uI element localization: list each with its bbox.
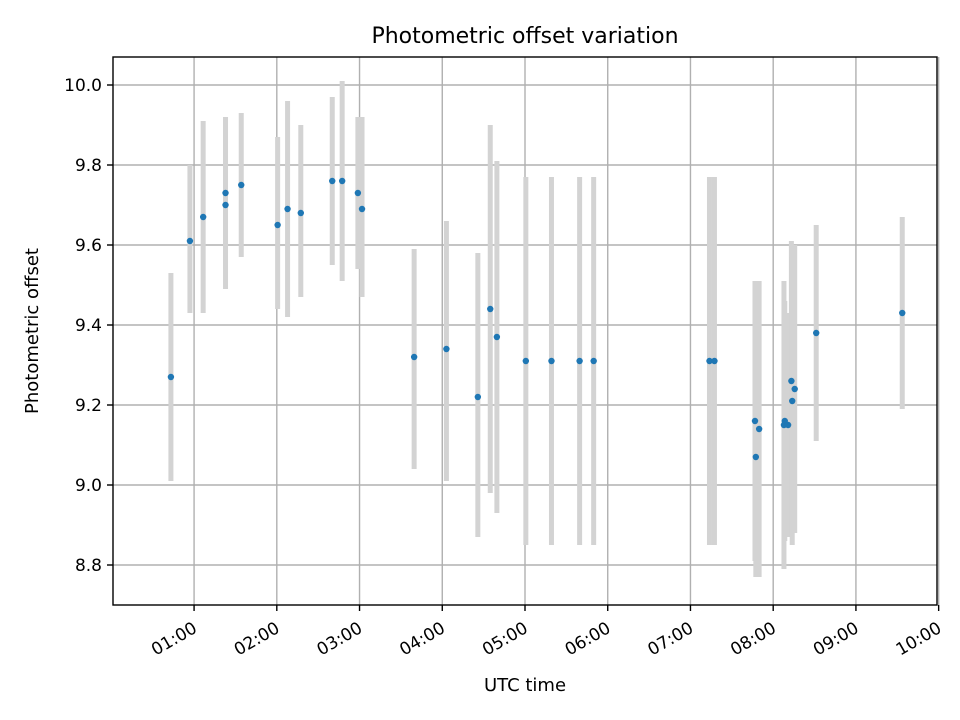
data-point-8 — [297, 209, 304, 217]
error-bars — [168, 81, 905, 577]
x-tick-label-5: 06:00 — [562, 618, 614, 660]
x-axis-ticks: 01:00 02:00 03:00 04:00 05:00 06:00 07:00 08:00… — [148, 605, 945, 660]
data-point-5 — [238, 181, 245, 189]
y-axis-label: Photometric offset — [22, 248, 43, 414]
data-point-12 — [358, 205, 366, 213]
data-point-22 — [706, 357, 713, 365]
data-point-15 — [474, 393, 482, 401]
data-point-32 — [791, 385, 798, 393]
data-points — [167, 177, 906, 461]
data-point-4 — [222, 201, 229, 209]
x-tick-label-3: 04:00 — [396, 618, 448, 660]
data-point-20 — [576, 357, 583, 365]
data-point-3 — [222, 189, 229, 197]
x-tick-label-7: 08:00 — [727, 618, 779, 660]
x-tick-label-0: 01:00 — [148, 618, 200, 660]
y-tick-label-5: 9.8 — [75, 156, 102, 176]
data-point-25 — [752, 453, 760, 461]
x-tick-label-6: 07:00 — [645, 618, 697, 660]
data-point-29 — [784, 421, 792, 429]
data-point-6 — [274, 221, 281, 229]
x-tick-label-9: 10:00 — [893, 618, 945, 660]
data-point-19 — [548, 357, 555, 365]
data-point-10 — [338, 177, 346, 185]
data-point-21 — [590, 357, 597, 365]
data-point-26 — [755, 425, 763, 433]
y-tick-label-6: 10.0 — [64, 76, 102, 96]
x-tick-label-4: 05:00 — [479, 618, 531, 660]
data-point-30 — [788, 377, 795, 385]
x-axis-label: UTC time — [484, 675, 566, 696]
data-point-24 — [751, 417, 759, 425]
x-tick-label-1: 02:00 — [231, 618, 283, 660]
data-point-16 — [487, 305, 494, 313]
y-axis-ticks: 8.8 9.0 9.2 9.4 9.6 9.8 10.0 — [64, 76, 113, 576]
chart-title: Photometric offset variation — [371, 24, 678, 49]
data-point-31 — [789, 397, 796, 405]
data-point-0 — [167, 373, 175, 381]
data-point-33 — [813, 329, 820, 337]
y-tick-label-4: 9.6 — [75, 236, 102, 256]
y-tick-label-2: 9.2 — [75, 396, 102, 416]
data-point-2 — [199, 213, 207, 221]
data-point-11 — [354, 189, 362, 197]
data-point-9 — [329, 177, 336, 185]
data-point-14 — [443, 345, 450, 353]
y-tick-label-1: 9.0 — [75, 476, 102, 496]
data-point-23 — [711, 357, 718, 365]
data-point-13 — [410, 353, 418, 361]
data-point-17 — [493, 333, 501, 341]
x-tick-label-2: 03:00 — [314, 618, 366, 660]
y-tick-label-0: 8.8 — [75, 556, 102, 576]
data-point-34 — [899, 309, 906, 317]
x-tick-label-8: 09:00 — [810, 618, 862, 660]
data-point-1 — [186, 237, 194, 245]
y-tick-label-3: 9.4 — [75, 316, 102, 336]
data-point-7 — [284, 205, 291, 213]
data-point-18 — [522, 357, 530, 365]
